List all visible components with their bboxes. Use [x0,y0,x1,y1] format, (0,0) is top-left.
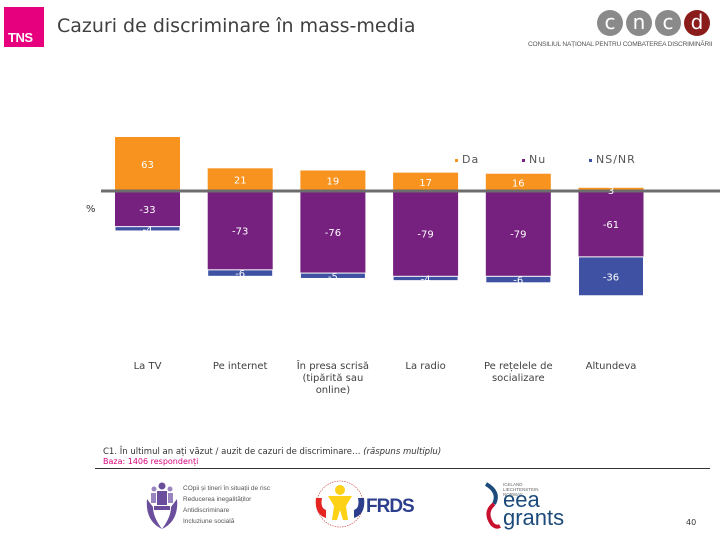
bar-da-altundeva [578,187,644,191]
eea-country: NORWAY [503,492,523,497]
tns-logo-text: TNS [8,30,33,45]
category-label-altundeva: Altundeva [556,361,666,373]
cop-line: Antidiscriminare [183,507,230,514]
data-label-ns-nr-pe-internet: -6 [235,269,245,280]
category-label-line: Pe rețelele de [483,361,553,372]
people-hands-icon [146,482,178,529]
data-label-nu-altundeva: -61 [603,220,619,231]
data-label-nu-n-presa-scris-tip-rit-sau-online: -76 [325,228,341,239]
value-labels-group: 63 -33 -4 21 -73 -6 19 -76 -5 17 -79 -4 16 -79 -6 3 -61 -… [139,160,619,287]
category-label-n-presa-scris-tip-rit-sau-online: În presa scrisă (tipărită sau online) [278,361,388,397]
data-label-nu-pe-internet: -73 [232,226,248,237]
data-label-da-pe-re-elele-de-socializare: 16 [512,178,525,189]
cop-line: Reducerea inegalităților [183,496,252,503]
eea-word: grants [503,505,565,530]
legend-item-da: Da [455,153,479,166]
category-label-line: socializare [491,373,545,384]
question-main: C1. În ultimul an ați văzut / auzit de c… [103,447,361,457]
category-label-line: Altundeva [585,361,637,372]
legend-label: NS/NR [596,153,636,166]
base-text: Baza: 1406 respondenți [103,457,199,466]
footer-divider [95,468,710,469]
bar-da-la-radio [393,172,459,191]
cop-logo-text: COpii și tineri în situații de risc Redu… [183,483,270,527]
data-label-nu-la-radio: -79 [417,230,433,241]
eea-word: eea [503,487,540,512]
category-label-line: (tipărită sau [302,373,364,384]
legend-label: Nu [529,153,547,166]
data-label-da-la-radio: 17 [419,178,432,189]
frds-logo: FRDS [310,476,415,536]
cncd-letter: c [597,10,623,36]
legend-item-nsnr: NS/NR [589,153,636,166]
category-label-line: La TV [133,361,162,372]
question-note: (răspuns multiplu) [363,447,442,457]
frds-text: FRDS [366,496,415,517]
frds-figures-icon [315,480,365,528]
bar-nu-pe-internet [207,191,273,270]
category-label-la-tv: La TV [93,361,203,373]
category-label-line: La radio [405,361,446,372]
data-label-da-la-tv: 63 [141,160,154,171]
bar-nu-la-radio [393,191,459,277]
cncd-letter: c [655,10,681,36]
data-label-ns-nr-la-radio: -4 [421,274,431,285]
category-label-line: online) [315,385,351,396]
data-label-ns-nr-altundeva: -36 [603,272,619,283]
cncd-letter: d [684,10,710,36]
data-label-ns-nr-n-presa-scris-tip-rit-sau-online: -5 [328,272,338,283]
legend-swatch-nu [522,158,525,162]
question-text: C1. În ultimul an ați văzut / auzit de c… [103,447,441,457]
eea-country: LIECHTENSTEIN [503,487,539,492]
bar-nu-pe-re-elele-de-socializare [485,191,551,277]
legend-swatch-nsnr [589,158,592,162]
bar-ns-nr-n-presa-scris-tip-rit-sau-online [299,272,366,279]
bar-da-pe-internet [207,168,273,191]
cncd-logo: c n c d CONSILIUL NAȚIONAL PENTRU COMBAT… [525,8,720,53]
bar-ns-nr-pe-internet [207,269,274,277]
bar-da-pe-re-elele-de-socializare [485,173,551,191]
bar-da-la-tv [115,137,180,191]
eea-country: ICELAND [503,482,523,487]
eea-swirl-icon [484,482,501,529]
legend-item-nu: Nu [522,153,546,166]
cop-line: COpii și tineri în situații de risc [183,485,271,492]
bar-nu-la-tv [115,191,180,227]
bar-ns-nr-pe-re-elele-de-socializare [485,275,552,284]
cncd-letter: n [626,10,652,36]
category-label-line: În presa scrisă [296,361,370,372]
bar-ns-nr-la-radio [392,275,459,282]
bar-ns-nr-altundeva [578,256,644,297]
page-title: Cazuri de discriminare în mass-media [57,15,416,37]
cncd-caption: CONSILIUL NAȚIONAL PENTRU COMBATEREA DIS… [528,41,713,48]
category-label-line: Pe internet [212,361,268,372]
category-label-pe-internet: Pe internet [185,361,295,373]
legend-label: Da [462,153,480,166]
eea-wordmark: eea grants [503,487,565,530]
category-label-pe-re-elele-de-socializare: Pe rețelele de socializare [463,361,573,385]
bar-nu-n-presa-scris-tip-rit-sau-online [300,191,366,274]
data-label-da-altundeva: 3 [608,186,614,197]
data-label-da-pe-internet: 21 [234,176,247,187]
bar-nu-altundeva [578,191,644,257]
data-label-nu-pe-re-elele-de-socializare: -79 [510,230,526,241]
page-number: 40 [686,518,697,527]
bar-ns-nr-la-tv [114,226,181,232]
data-label-nu-la-tv: -33 [139,205,155,216]
y-axis-label: % [86,204,96,215]
eea-countries: ICELAND LIECHTENSTEIN NORWAY [503,482,539,497]
data-label-ns-nr-pe-re-elele-de-socializare: -6 [513,276,523,287]
data-label-ns-nr-la-tv: -4 [143,225,153,236]
bar-da-n-presa-scris-tip-rit-sau-online [300,170,366,191]
cop-logo: COpii și tineri în situații de risc Redu… [145,478,275,533]
bars-group [114,137,644,297]
eea-grants-logo: ICELAND LIECHTENSTEIN NORWAY eea grants [482,478,572,538]
cop-line: Incluziune socială [183,518,235,525]
legend-swatch-da [455,158,458,162]
category-label-la-radio: La radio [371,361,481,373]
tns-logo: TNS [4,7,44,47]
cncd-letters: c n c d [597,10,710,36]
data-label-da-n-presa-scris-tip-rit-sau-online: 19 [327,177,340,188]
